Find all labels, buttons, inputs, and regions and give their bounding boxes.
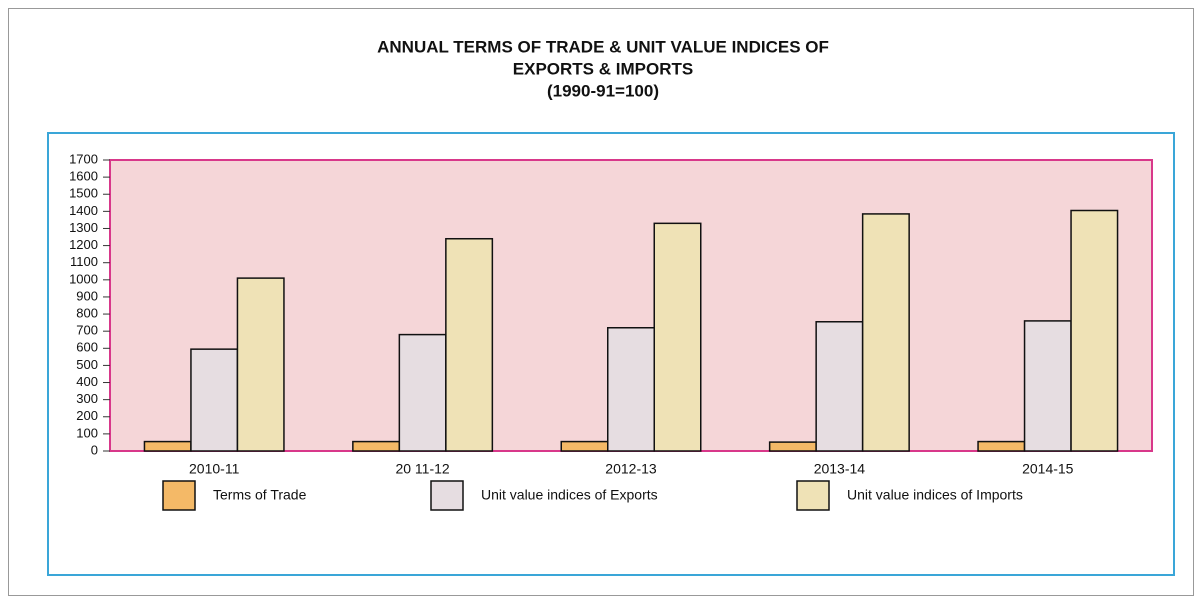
- y-tick-label: 300: [76, 391, 98, 406]
- y-tick-label: 1700: [69, 151, 98, 166]
- chart-subtitle: (1990-91=100): [547, 81, 659, 100]
- x-tick-label: 2012-13: [605, 461, 657, 477]
- bar: [653, 222, 702, 452]
- bar: [861, 213, 910, 452]
- y-tick-label: 100: [76, 425, 98, 440]
- y-tick-label: 500: [76, 357, 98, 372]
- y-tick-label: 700: [76, 323, 98, 338]
- chart-title: ANNUAL TERMS OF TRADE & UNIT VALUE INDIC…: [377, 37, 829, 56]
- y-tick-label: 800: [76, 305, 98, 320]
- bar: [143, 440, 192, 452]
- x-tick-label: 2014-15: [1022, 461, 1074, 477]
- legend-swatch: [796, 480, 830, 511]
- bar: [815, 321, 864, 452]
- x-tick-label: 2013-14: [814, 461, 866, 477]
- bar: [768, 441, 817, 452]
- y-tick-label: 900: [76, 288, 98, 303]
- bar: [398, 333, 447, 452]
- bar: [236, 277, 285, 452]
- y-tick-label: 200: [76, 408, 98, 423]
- bar: [607, 327, 655, 452]
- y-tick-label: 1300: [69, 220, 98, 235]
- y-tick-label: 1600: [69, 169, 98, 184]
- bar: [1023, 320, 1072, 452]
- legend-swatch: [430, 480, 464, 511]
- chart-frame: [47, 132, 1175, 576]
- legend-label: Terms of Trade: [213, 487, 307, 503]
- legend-swatch: [162, 480, 196, 511]
- y-tick-label: 1000: [69, 271, 98, 286]
- bar: [1070, 209, 1119, 452]
- y-tick-label: 1400: [69, 203, 98, 218]
- y-tick-label: 600: [76, 340, 98, 355]
- legend-label: Unit value indices of Imports: [847, 487, 1023, 503]
- bar: [445, 237, 494, 452]
- bar: [190, 348, 239, 452]
- y-tick-label: 0: [91, 442, 98, 457]
- chart-title: EXPORTS & IMPORTS: [513, 59, 693, 78]
- y-tick-label: 1200: [69, 237, 98, 252]
- x-tick-label: 2010-11: [189, 461, 240, 477]
- bar: [352, 440, 401, 452]
- legend-label: Unit value indices of Exports: [481, 487, 658, 503]
- y-tick-label: 1100: [70, 254, 98, 269]
- bar: [560, 440, 609, 452]
- x-tick-label: 20 11-12: [395, 461, 449, 477]
- bar: [977, 440, 1026, 452]
- y-tick-label: 400: [76, 374, 98, 389]
- y-tick-label: 1500: [69, 186, 98, 201]
